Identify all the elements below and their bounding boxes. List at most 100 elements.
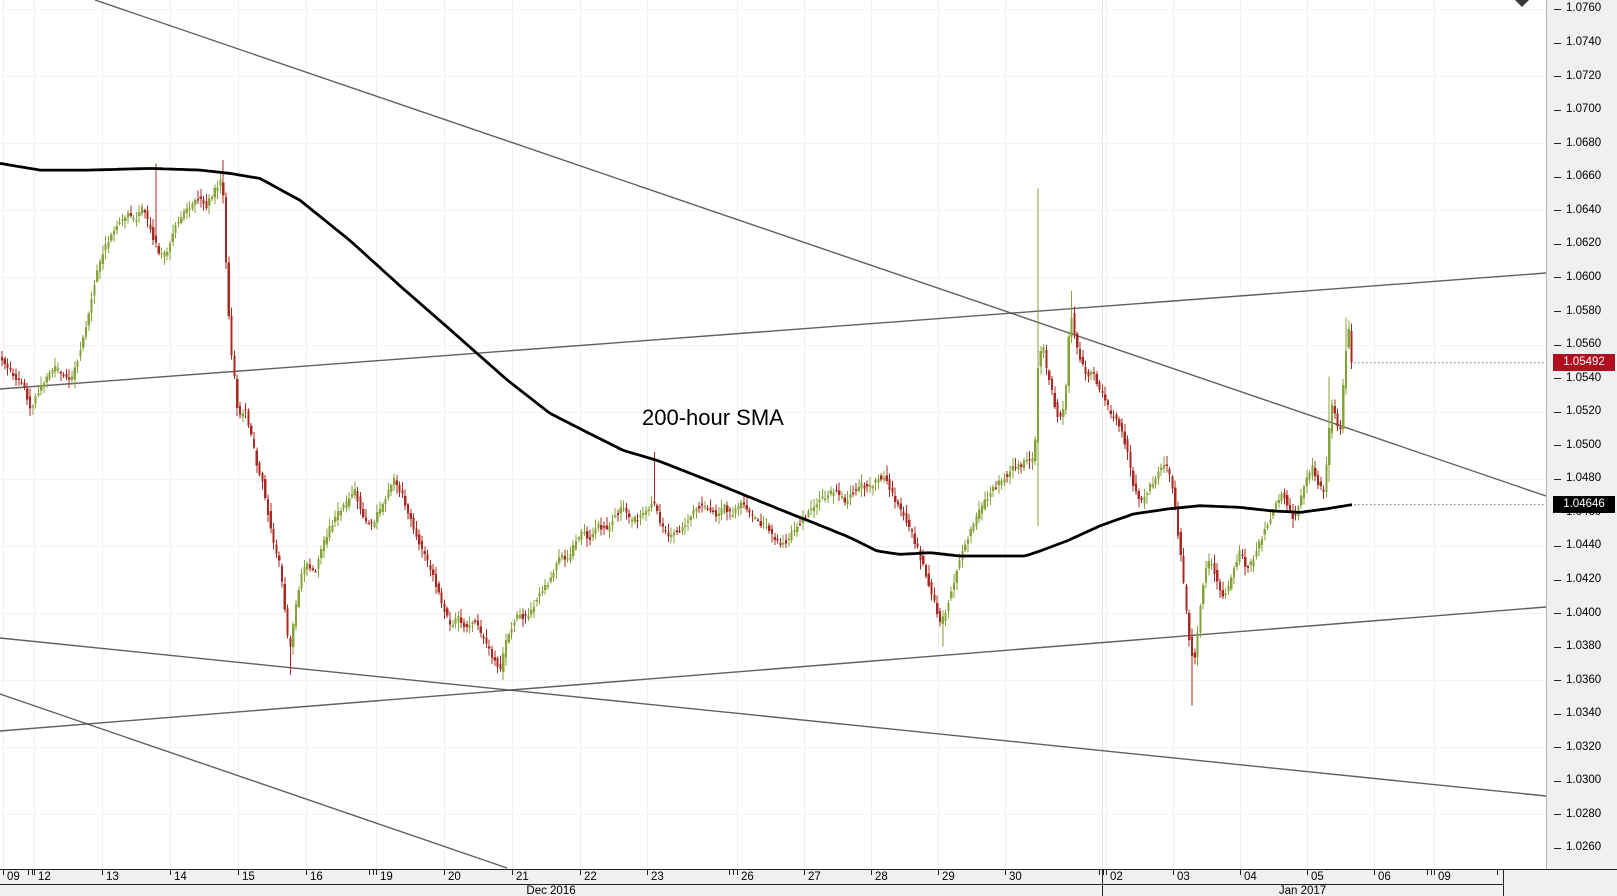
candle	[563, 549, 566, 568]
candle	[507, 632, 510, 645]
candle	[695, 507, 698, 519]
candle	[62, 372, 65, 379]
candle	[115, 220, 118, 235]
candle	[558, 549, 561, 566]
candle	[1350, 323, 1353, 370]
candle	[272, 522, 275, 550]
candle	[622, 500, 625, 512]
candle	[222, 160, 225, 204]
day-label: 19	[380, 871, 393, 883]
candle	[474, 618, 477, 625]
candle	[874, 477, 877, 492]
candle	[140, 203, 144, 217]
price-tick	[1554, 479, 1561, 480]
candle	[1328, 376, 1331, 483]
axis-scroll-arrow-icon[interactable]	[1515, 0, 1529, 7]
trendline-shallow-descending-support[interactable]	[0, 637, 1546, 797]
candle	[656, 503, 659, 515]
candle	[1221, 581, 1224, 599]
candle	[1171, 474, 1174, 494]
candle	[406, 503, 410, 520]
gridlines	[0, 0, 1546, 869]
candle	[185, 202, 188, 219]
candle	[107, 236, 110, 253]
candle	[994, 481, 998, 491]
day-label: 15	[242, 871, 255, 883]
candle	[1314, 461, 1317, 482]
candle	[950, 586, 953, 601]
candle	[398, 481, 401, 497]
candle	[345, 495, 348, 513]
candle	[566, 549, 569, 563]
price-tick	[1554, 277, 1561, 278]
trendline-ascending-channel-lower[interactable]	[0, 606, 1546, 732]
trendline-ascending-channel-upper[interactable]	[0, 272, 1546, 390]
candle	[90, 291, 93, 322]
candle	[476, 614, 480, 630]
day-label: 16	[310, 871, 323, 883]
price-tick-label: 1.0280	[1566, 808, 1602, 820]
time-axis[interactable]: 09 12 13 14 15 16 19 20 21 22 23 26 27 28 29 30 02 03 04 05…	[0, 869, 1617, 896]
candle	[731, 506, 734, 519]
candle	[359, 492, 362, 515]
candle	[451, 619, 454, 629]
candle	[703, 501, 706, 510]
trendline-descending-resistance[interactable]	[94, 0, 1546, 497]
candle	[1123, 424, 1126, 450]
candle	[236, 374, 239, 417]
candle	[675, 526, 678, 535]
candle	[482, 633, 485, 644]
candle	[143, 208, 146, 219]
candle	[1053, 386, 1056, 409]
trendline-descending-parallel-lower[interactable]	[0, 693, 508, 869]
candle	[1190, 628, 1194, 706]
price-tick-label: 1.0720	[1566, 70, 1602, 82]
price-axis[interactable]: 1.05492 1.04646 1.0760 1.0740 1.0720 1.0700…	[1546, 0, 1617, 869]
candle	[73, 361, 76, 389]
candle	[521, 608, 524, 627]
candle	[644, 505, 648, 521]
candle	[793, 521, 796, 537]
candle	[868, 477, 872, 494]
candle	[1143, 489, 1146, 509]
candle	[754, 515, 757, 520]
candle	[717, 507, 720, 525]
candle	[1252, 554, 1255, 573]
day-tick	[1005, 870, 1006, 875]
candle	[370, 519, 373, 531]
day-label: 09	[1438, 871, 1451, 883]
price-tick	[1554, 311, 1561, 312]
candle	[516, 610, 519, 622]
candle	[1342, 378, 1345, 433]
candle	[796, 522, 799, 538]
candle	[768, 522, 771, 534]
weekend-separator-tick	[1099, 870, 1100, 875]
candle	[810, 499, 813, 516]
candle	[776, 534, 779, 544]
candle	[1140, 495, 1143, 504]
candle	[423, 546, 426, 561]
day-label: 30	[1009, 871, 1022, 883]
candle	[1277, 493, 1280, 509]
weekend-separator-tick	[1427, 870, 1428, 875]
price-chart-plot[interactable]	[0, 0, 1546, 869]
candle	[208, 194, 211, 215]
candle	[322, 535, 326, 558]
candle	[1132, 467, 1135, 492]
candle	[1193, 648, 1196, 665]
sma-line	[0, 162, 1353, 558]
candle	[138, 205, 141, 223]
candle	[1134, 474, 1138, 496]
candle	[577, 535, 580, 543]
candle	[1090, 369, 1093, 380]
candle	[1031, 452, 1034, 470]
candle	[401, 481, 404, 499]
candle	[373, 519, 376, 529]
day-label: 09	[7, 871, 20, 883]
candle	[238, 401, 242, 419]
day-tick	[306, 870, 307, 875]
candle	[188, 201, 191, 218]
candle	[513, 619, 516, 633]
candle	[311, 565, 314, 572]
candle	[303, 559, 306, 583]
